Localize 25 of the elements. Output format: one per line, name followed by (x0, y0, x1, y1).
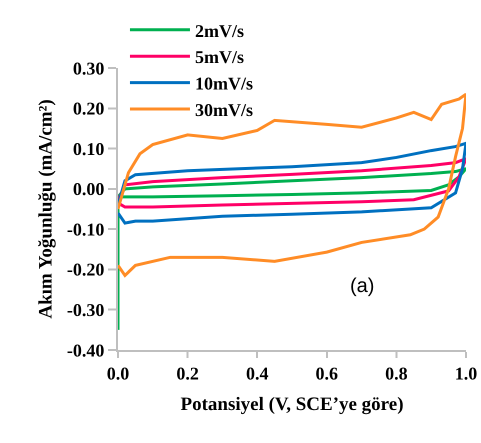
legend-label: 2mV/s (194, 20, 244, 41)
y-axis-title: Akım Yoğunluğu (mA/cm²) (35, 99, 56, 319)
line-series (118, 142, 466, 225)
y-tick-label: 0.20 (72, 98, 104, 119)
annotation: (a) (350, 275, 374, 297)
y-tick-label: -0.30 (66, 300, 104, 320)
x-tick-label: 1.0 (454, 364, 478, 384)
legend-label: 10mV/s (194, 74, 253, 94)
x-tick-label: 0.0 (106, 364, 130, 384)
line-series (118, 157, 466, 208)
x-tick-label: 0.2 (176, 364, 199, 384)
y-tick-label: 0.00 (72, 179, 104, 200)
legend-label: 30mV/s (194, 100, 253, 120)
line-series (118, 167, 466, 332)
x-tick-label: 0.6 (316, 364, 338, 384)
line-series (118, 92, 466, 277)
y-tick-label: -0.40 (66, 340, 104, 360)
x-axis-title: Potansiyel (V, SCE’ye göre) (180, 394, 404, 415)
y-tick-label: -0.20 (66, 260, 104, 280)
x-tick-label: 0.4 (246, 364, 268, 384)
legend-label: 5mV/s (194, 47, 244, 68)
y-tick-label: -0.10 (66, 219, 104, 240)
y-tick-label: 0.10 (72, 138, 104, 159)
x-tick-label: 0.8 (385, 364, 408, 384)
y-tick-label: 0.30 (72, 58, 104, 78)
